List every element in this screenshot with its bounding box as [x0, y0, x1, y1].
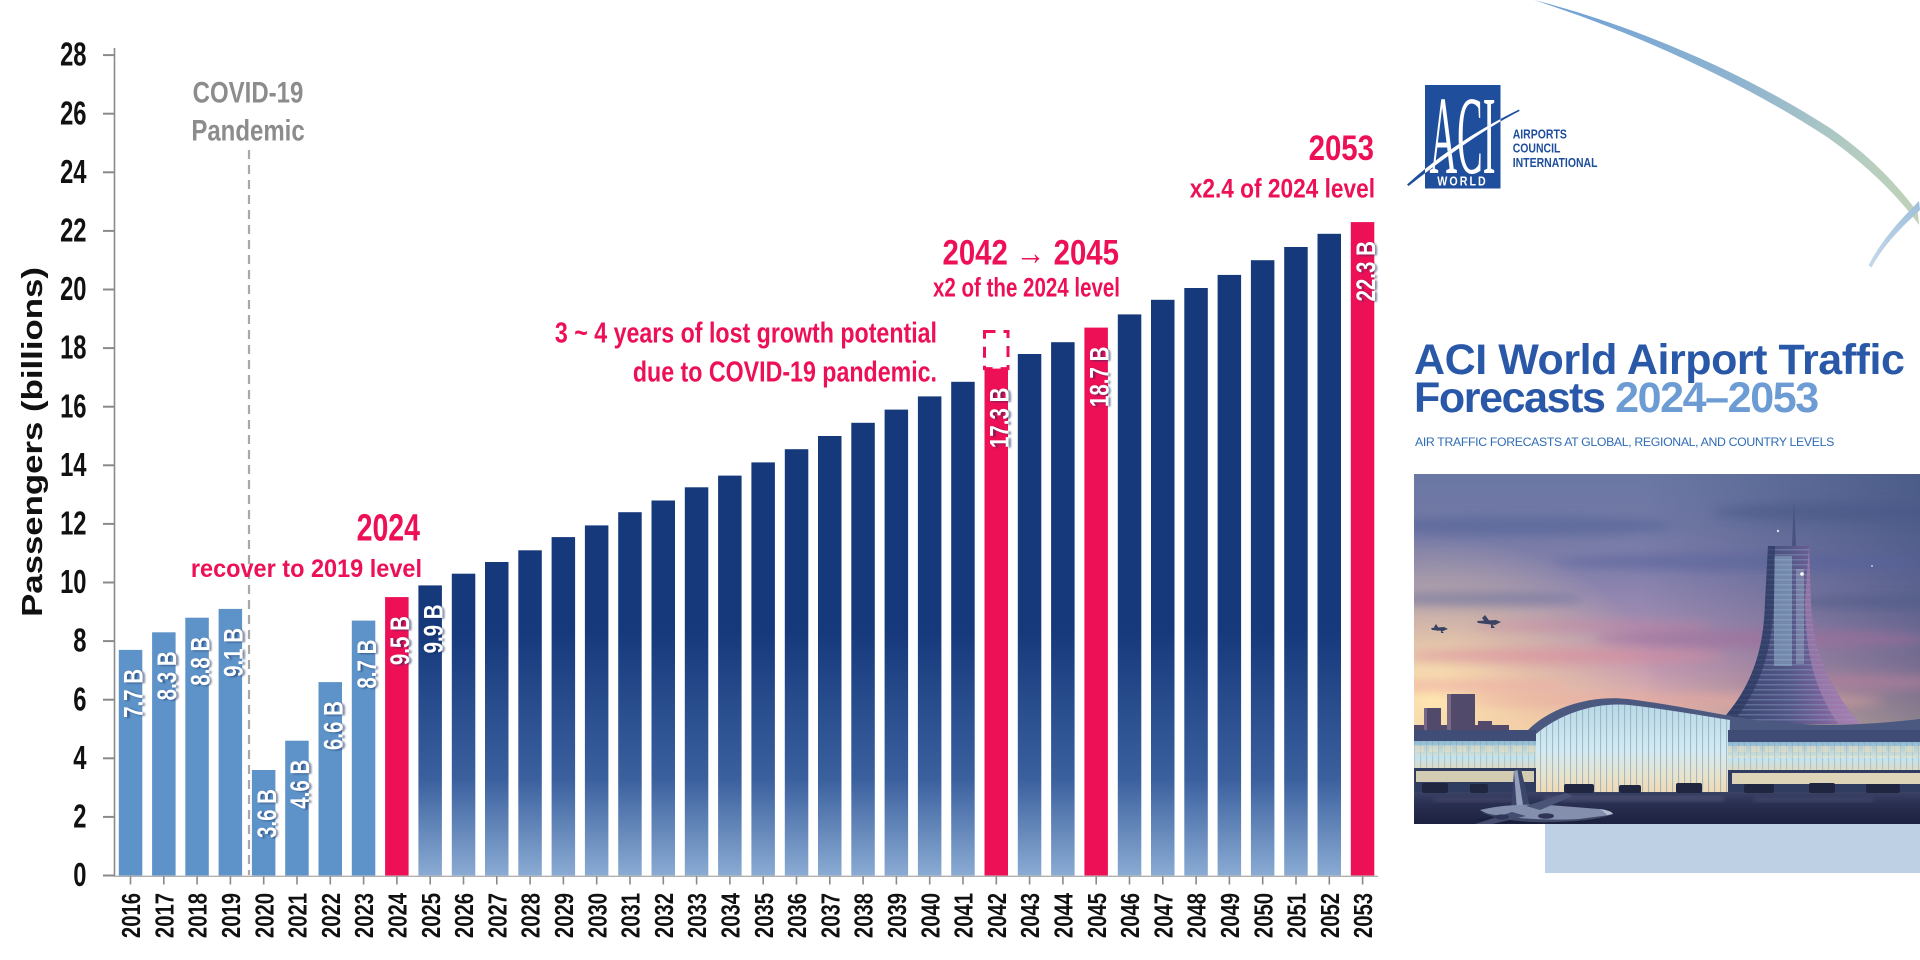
svg-text:2045: 2045 [1082, 893, 1111, 938]
svg-text:2016: 2016 [117, 893, 146, 938]
svg-text:2017: 2017 [150, 893, 179, 938]
svg-text:2031: 2031 [616, 893, 645, 938]
svg-text:8: 8 [73, 623, 86, 660]
svg-text:24: 24 [60, 154, 86, 191]
svg-text:2040: 2040 [916, 893, 945, 938]
svg-text:x2 of the 2024 level: x2 of the 2024 level [933, 273, 1120, 303]
svg-text:3 ~ 4 years of lost growth pot: 3 ~ 4 years of lost growth potential [555, 316, 937, 349]
svg-text:2020: 2020 [250, 893, 279, 938]
svg-text:COVID-19: COVID-19 [193, 75, 304, 109]
svg-text:2043: 2043 [1016, 893, 1045, 938]
svg-text:2042: 2042 [982, 893, 1011, 938]
svg-text:22.3 B: 22.3 B [1351, 241, 1381, 301]
svg-text:Passengers (billions): Passengers (billions) [16, 267, 49, 617]
svg-text:2051: 2051 [1282, 893, 1311, 938]
svg-text:2025: 2025 [416, 893, 445, 938]
svg-text:9.5 B: 9.5 B [385, 616, 415, 665]
svg-text:18: 18 [60, 330, 86, 367]
svg-text:2052: 2052 [1315, 893, 1344, 938]
svg-text:2042 → 2045: 2042 → 2045 [942, 233, 1119, 272]
svg-text:2036: 2036 [783, 893, 812, 938]
svg-text:2030: 2030 [583, 893, 612, 938]
svg-text:0: 0 [73, 857, 86, 894]
svg-text:ACI: ACI [1430, 78, 1496, 197]
svg-text:2038: 2038 [849, 893, 878, 938]
svg-text:7.7 B: 7.7 B [119, 669, 149, 718]
svg-text:2018: 2018 [183, 893, 212, 938]
svg-text:9.9 B: 9.9 B [419, 604, 449, 653]
svg-text:9.1 B: 9.1 B [219, 628, 249, 677]
svg-text:2032: 2032 [649, 893, 678, 938]
svg-text:2044: 2044 [1049, 893, 1078, 938]
svg-text:6: 6 [73, 682, 86, 719]
svg-text:2049: 2049 [1216, 893, 1245, 938]
svg-text:22: 22 [60, 213, 86, 250]
svg-text:2: 2 [73, 799, 86, 836]
svg-text:2053: 2053 [1349, 893, 1378, 938]
svg-text:2041: 2041 [949, 893, 978, 938]
svg-text:2046: 2046 [1116, 893, 1145, 938]
svg-text:COUNCIL: COUNCIL [1513, 142, 1561, 156]
svg-text:2039: 2039 [883, 893, 912, 938]
svg-text:WORLD: WORLD [1437, 173, 1487, 188]
svg-text:2022: 2022 [316, 893, 345, 938]
svg-text:8.8 B: 8.8 B [186, 637, 216, 686]
svg-text:12: 12 [60, 506, 86, 543]
svg-text:2026: 2026 [450, 893, 479, 938]
svg-text:26: 26 [60, 96, 86, 133]
svg-text:2024: 2024 [357, 508, 421, 550]
svg-text:recover to 2019 level: recover to 2019 level [191, 555, 422, 583]
svg-text:17.3 B: 17.3 B [985, 388, 1015, 448]
svg-text:2047: 2047 [1149, 893, 1178, 938]
svg-text:2034: 2034 [716, 893, 745, 938]
svg-text:2029: 2029 [550, 893, 579, 938]
svg-text:4.6 B: 4.6 B [286, 760, 316, 809]
svg-text:2023: 2023 [350, 893, 379, 938]
svg-text:2048: 2048 [1182, 893, 1211, 938]
svg-text:AIRPORTS: AIRPORTS [1513, 127, 1567, 141]
svg-text:Pandemic: Pandemic [191, 113, 304, 147]
svg-text:16: 16 [60, 389, 86, 426]
svg-text:4: 4 [73, 740, 86, 777]
svg-text:2019: 2019 [217, 893, 246, 938]
svg-text:6.6 B: 6.6 B [319, 701, 349, 750]
svg-text:2027: 2027 [483, 893, 512, 938]
svg-text:18.7 B: 18.7 B [1085, 347, 1115, 407]
svg-text:x2.4 of 2024 level: x2.4 of 2024 level [1190, 174, 1375, 204]
svg-text:due to COVID-19 pandemic.: due to COVID-19 pandemic. [633, 355, 937, 388]
svg-text:2021: 2021 [283, 893, 312, 938]
svg-text:2024: 2024 [383, 893, 412, 938]
svg-text:28: 28 [60, 37, 86, 74]
svg-text:2035: 2035 [749, 893, 778, 938]
svg-text:2037: 2037 [816, 893, 845, 938]
svg-text:8.7 B: 8.7 B [352, 640, 382, 689]
svg-text:3.6 B: 3.6 B [252, 789, 282, 838]
svg-text:2050: 2050 [1249, 893, 1278, 938]
svg-text:INTERNATIONAL: INTERNATIONAL [1513, 156, 1598, 170]
svg-text:8.3 B: 8.3 B [152, 651, 182, 700]
svg-text:2033: 2033 [683, 893, 712, 938]
svg-text:2028: 2028 [516, 893, 545, 938]
svg-text:20: 20 [60, 271, 86, 308]
svg-text:14: 14 [60, 447, 86, 484]
svg-text:2053: 2053 [1309, 129, 1374, 168]
svg-text:10: 10 [60, 564, 86, 601]
